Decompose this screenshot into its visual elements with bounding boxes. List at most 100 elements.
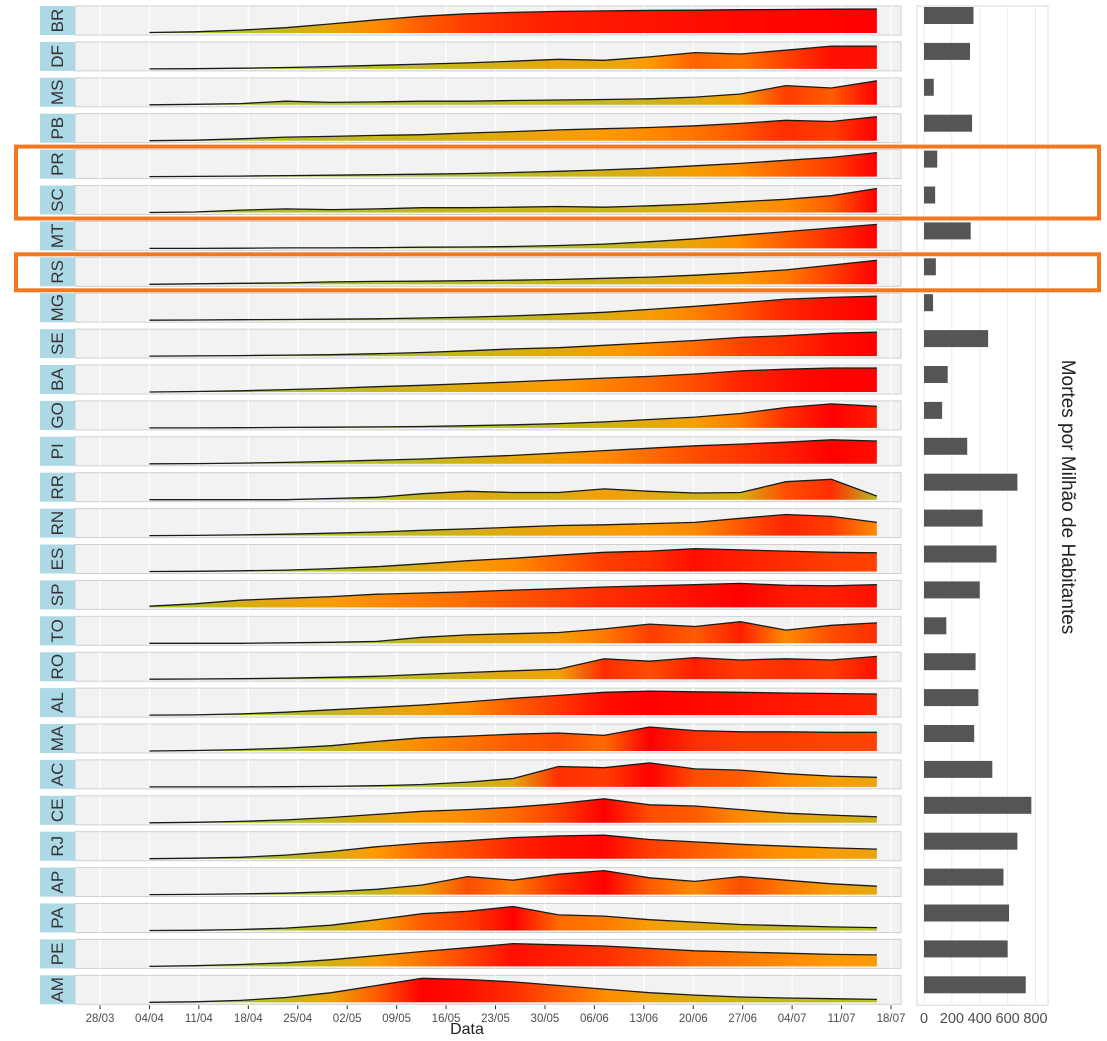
area-mt (149, 224, 877, 249)
strip-label: GO (48, 402, 67, 428)
bar-pe (924, 940, 1008, 958)
strip-background (40, 616, 75, 646)
line-ms (149, 80, 878, 106)
strip-background (40, 903, 75, 933)
strip-label: AM (48, 977, 67, 1003)
bar-rj (924, 832, 1018, 850)
strip-background (40, 293, 75, 323)
area-se (149, 332, 877, 357)
line-pb (149, 116, 877, 142)
area-ce (149, 798, 877, 823)
panel-ma: MA (40, 723, 902, 754)
strip-label: SC (48, 188, 67, 212)
line-ac (149, 762, 877, 788)
bar-ce (924, 796, 1032, 814)
line-ap (149, 869, 877, 896)
bar-ma (924, 725, 975, 742)
bar-pi (924, 437, 968, 455)
strip-label: MG (48, 294, 67, 321)
strip-background (40, 329, 75, 359)
bar-go (924, 401, 943, 419)
x-tick-label: 28/03 (86, 1013, 115, 1025)
line-ro (149, 655, 877, 680)
x-tick-label: 20/06 (679, 1013, 708, 1025)
strip-background (40, 400, 75, 430)
bar-sp (924, 581, 980, 599)
panel-ac: AC (40, 759, 902, 790)
x-tick-label: 25/04 (283, 1013, 312, 1025)
x-tick-label: 06/06 (580, 1013, 609, 1025)
panel-rs: RS (40, 256, 902, 287)
line-sc (149, 187, 878, 214)
line-go (149, 403, 877, 429)
line-df (149, 45, 877, 70)
area-ro (149, 656, 877, 680)
x-tick-label: 13/06 (629, 1013, 658, 1025)
panel-rn: RN (40, 508, 902, 539)
strip-label: PE (48, 943, 67, 966)
area-go (149, 403, 877, 428)
strip-label: MT (48, 224, 67, 249)
strip-label: RR (48, 475, 67, 500)
strip-background (40, 113, 75, 143)
line-pa (149, 905, 877, 932)
bar-tick-label: 800 (1023, 1011, 1047, 1027)
bar-ro (924, 653, 976, 671)
bar-am (924, 976, 1026, 994)
area-ap (149, 870, 877, 895)
line-rn (149, 513, 877, 537)
bar-pb (924, 114, 973, 132)
strip-background (40, 724, 75, 753)
strip-label: RN (48, 511, 67, 536)
line-pi (149, 439, 877, 465)
strip-label: PA (48, 907, 67, 929)
strip-label: MS (48, 80, 67, 106)
bar-rr (924, 473, 1018, 491)
strip-label: BR (48, 9, 67, 33)
line-rj (149, 834, 877, 860)
strip-background (40, 831, 75, 861)
strip-label: SP (48, 584, 67, 607)
strip-background (40, 688, 75, 718)
line-al (149, 690, 877, 716)
line-pr (149, 151, 877, 178)
area-mg (149, 296, 877, 321)
line-mg (149, 295, 877, 321)
bar-mt (924, 222, 971, 240)
panel-sp: SP (40, 579, 902, 610)
area-rj (149, 835, 877, 859)
bar-rs (924, 258, 936, 276)
panel-ms: MS (40, 77, 902, 108)
bar-al (924, 689, 979, 707)
strip-background (40, 975, 75, 1005)
strip-background (40, 867, 75, 897)
panel-ce: CE (40, 795, 902, 826)
area-ms (149, 80, 877, 105)
strip-label: PI (48, 443, 67, 459)
bar-ap (924, 868, 1004, 886)
strip-background (40, 544, 75, 574)
panel-rr: RR (40, 472, 902, 503)
bar-axis-title: Mortes por Milhão de Habitantes (1057, 360, 1078, 635)
area-ma (149, 727, 877, 751)
line-se (149, 331, 877, 357)
area-rr (149, 479, 877, 500)
panel-ba: BA (40, 364, 902, 395)
panel-se: SE (40, 328, 902, 359)
bar-tick-label: 600 (996, 1011, 1020, 1027)
strip-background (40, 149, 75, 179)
area-panels: BR DF MS PB PR SC MT RS MG SE BA GO PI RR RN ES SP TO RO AL… (40, 5, 902, 1005)
strip-background (40, 77, 75, 107)
line-pe (149, 942, 877, 968)
line-es (149, 548, 877, 573)
area-rn (149, 514, 877, 536)
area-df (149, 46, 877, 69)
strip-label: BA (48, 368, 67, 391)
bar-tick-label: 400 (968, 1011, 992, 1027)
strip-label: RJ (48, 836, 67, 857)
panel-es: ES (40, 544, 902, 574)
area-br (149, 9, 877, 33)
strip-background (40, 795, 75, 825)
strip-background (40, 436, 75, 466)
strip-label: PB (48, 117, 67, 140)
